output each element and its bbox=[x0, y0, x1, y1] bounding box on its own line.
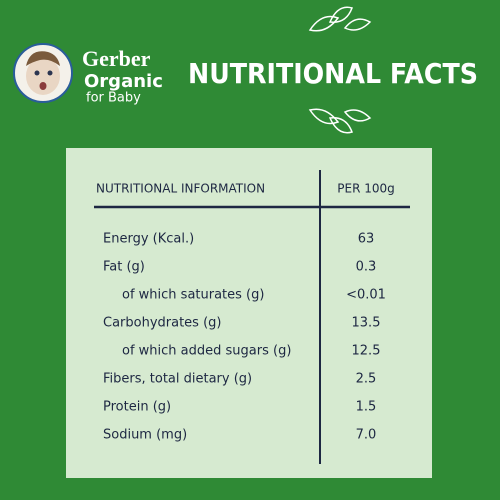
nutrient-name: Fat (g) bbox=[103, 260, 145, 275]
nutrient-name: of which added sugars (g) bbox=[122, 344, 291, 359]
nutrient-value: 1.5 bbox=[356, 400, 377, 415]
nutrient-name: Sodium (mg) bbox=[103, 428, 187, 443]
nutrient-value: 12.5 bbox=[352, 344, 381, 359]
brand-name: Gerber bbox=[82, 46, 151, 71]
column-header: PER 100g bbox=[337, 182, 395, 196]
nutrient-value: 7.0 bbox=[356, 428, 377, 443]
title: NUTRITIONAL FACTS bbox=[188, 57, 478, 90]
nutrient-name: Fibers, total dietary (g) bbox=[103, 372, 252, 387]
nutrient-name: Protein (g) bbox=[103, 400, 171, 415]
column-header: NUTRITIONAL INFORMATION bbox=[96, 182, 265, 196]
table-body: Energy (Kcal.) 63 Fat (g) 0.3 of which satur… bbox=[103, 232, 386, 443]
nutrient-value: 0.3 bbox=[356, 260, 377, 275]
brand-line: for Baby bbox=[86, 91, 141, 106]
nutrient-value: 63 bbox=[358, 232, 375, 247]
nutrient-value: 2.5 bbox=[356, 372, 377, 387]
logo bbox=[13, 43, 73, 103]
nutrient-name: of which saturates (g) bbox=[122, 288, 264, 303]
table-panel bbox=[66, 148, 432, 478]
leaf-decoration bbox=[308, 6, 372, 134]
brand-line: Organic bbox=[84, 71, 163, 92]
nutrient-value: 13.5 bbox=[352, 316, 381, 331]
nutrient-value: <0.01 bbox=[346, 288, 386, 303]
nutrient-name: Energy (Kcal.) bbox=[103, 232, 194, 247]
nutrient-name: Carbohydrates (g) bbox=[103, 316, 222, 331]
